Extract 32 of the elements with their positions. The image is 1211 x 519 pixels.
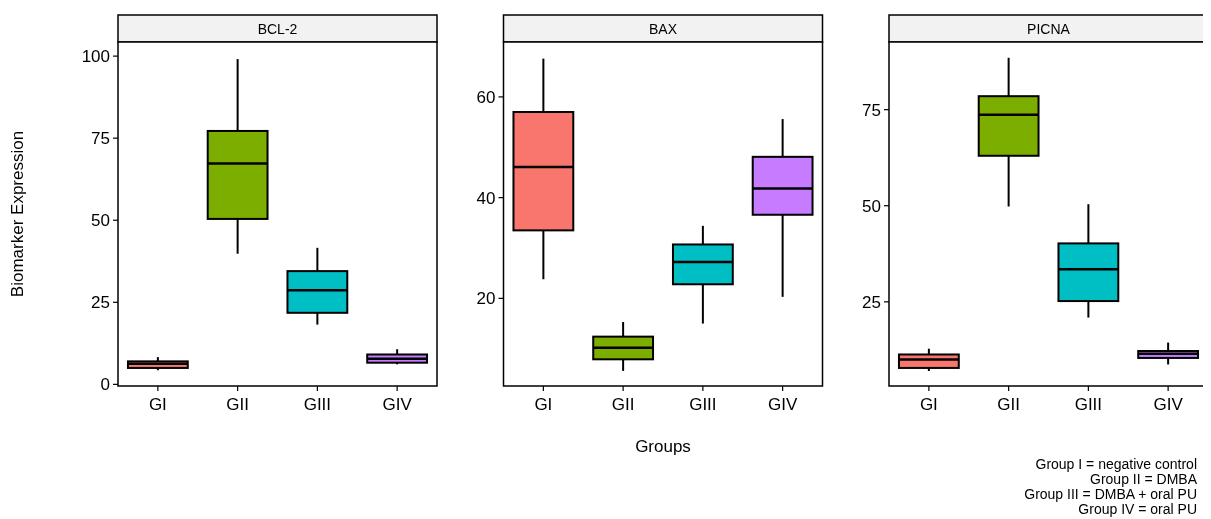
x-tick-label: GII bbox=[997, 395, 1020, 414]
y-tick-label: 75 bbox=[862, 100, 881, 120]
x-tick-label: GII bbox=[226, 395, 249, 414]
x-tick-label: GIV bbox=[1153, 395, 1184, 414]
y-tick-label: 40 bbox=[476, 188, 496, 208]
chart-title: PICNA bbox=[1027, 20, 1071, 37]
text: Group III = DMBA + oral PU bbox=[1024, 486, 1197, 502]
x-tick-label: GI bbox=[919, 395, 938, 414]
text: Group II = DMBA bbox=[1090, 471, 1198, 487]
x-tick-label: GIII bbox=[303, 395, 332, 414]
text: Group IV = oral PU bbox=[1078, 501, 1197, 517]
y-tick-label: 50 bbox=[862, 196, 881, 216]
chart-title: BCL-2 bbox=[257, 20, 298, 37]
y-tick-label: 75 bbox=[91, 129, 110, 149]
y-tick-label: 60 bbox=[476, 87, 496, 107]
x-tick-label: GII bbox=[611, 395, 635, 414]
y-tick-label: 50 bbox=[91, 211, 110, 231]
x-axis-title: Groups bbox=[635, 437, 691, 456]
x-tick-label: GI bbox=[534, 395, 553, 414]
x-tick-label: GIV bbox=[382, 395, 413, 414]
text: Group I = negative control bbox=[1035, 456, 1197, 472]
x-tick-label: GIII bbox=[689, 395, 717, 414]
x-tick-label: GI bbox=[148, 395, 167, 414]
x-tick-label: GIII bbox=[1074, 395, 1103, 414]
y-tick-label: 100 bbox=[81, 47, 110, 67]
x-tick-label: GIV bbox=[767, 395, 798, 414]
y-tick-label: 0 bbox=[100, 375, 110, 395]
y-tick-label: 25 bbox=[91, 293, 110, 313]
y-tick-label: 20 bbox=[476, 289, 496, 309]
y-axis-title: Biomarker Expression bbox=[8, 130, 27, 298]
y-tick-label: 25 bbox=[862, 292, 881, 312]
chart-title: BAX bbox=[648, 20, 678, 37]
